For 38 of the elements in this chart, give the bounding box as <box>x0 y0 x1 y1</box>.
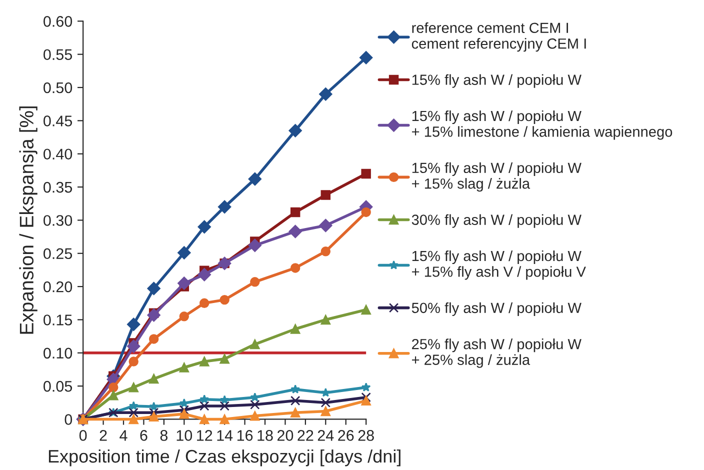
y-tick-label: 0.40 <box>44 148 72 160</box>
x-tick-label: 8 <box>160 430 168 441</box>
x-tick-label: 20 <box>277 430 294 441</box>
x-tick-label: 2 <box>100 430 107 441</box>
x-tick-label: 18 <box>258 430 273 441</box>
legend-label: 30% fly ash W / popiołu W <box>412 214 582 228</box>
y-tick-label: 0.25 <box>44 248 72 260</box>
legend-label: 50% fly ash W / popiołu W <box>412 302 582 316</box>
y-axis-title: Expansion / Ekspansja [%] <box>19 106 38 334</box>
y-tick-label: 0.15 <box>44 314 72 326</box>
legend-label: reference cement CEM I cement referencyjny CEM I <box>412 22 586 52</box>
y-tick-label: 0.45 <box>44 116 72 126</box>
legend-label: 15% fly ash W / popiołu W + 15% limestone / kamienia wapiennego <box>412 110 672 140</box>
y-tick-label: 0.35 <box>44 182 72 193</box>
x-axis-title: Exposition time / Czas ekspozycji [days /dni] <box>48 449 400 466</box>
y-tick-label: 0.30 <box>44 215 72 226</box>
legend-label: 15% fly ash W / popiołu W + 15% slag / żużla <box>412 162 582 192</box>
y-tick-label: 0 <box>64 414 72 425</box>
x-tick-label: 28 <box>358 430 374 441</box>
y-tick-label: 0.10 <box>44 348 72 359</box>
x-tick-label: 26 <box>338 430 354 441</box>
x-tick-label: 24 <box>318 430 334 441</box>
legend-label: 15% fly ash W / popiołu W + 15% fly ash V / popiołu V <box>412 250 586 280</box>
y-tick-label: 0.20 <box>44 281 72 292</box>
x-tick-label: 14 <box>217 430 233 441</box>
x-tick-label: 16 <box>237 430 253 441</box>
legend-label: 15% fly ash W / popiołu W <box>412 74 582 88</box>
y-tick-label: 0.05 <box>44 380 72 392</box>
y-tick-label: 0.60 <box>44 16 72 27</box>
x-tick-label: 22 <box>298 430 314 441</box>
y-tick-label: 0.55 <box>44 49 72 60</box>
legend-label: 25% fly ash W / popiołu W + 25% slag / żużla <box>412 338 582 368</box>
x-tick-label: 10 <box>176 430 192 441</box>
x-tick-label: 0 <box>79 430 87 441</box>
x-tick-label: 12 <box>197 430 212 441</box>
y-tick-label: 0.50 <box>44 82 72 94</box>
x-tick-label: 6 <box>140 430 148 441</box>
x-tick-label: 4 <box>120 430 128 441</box>
